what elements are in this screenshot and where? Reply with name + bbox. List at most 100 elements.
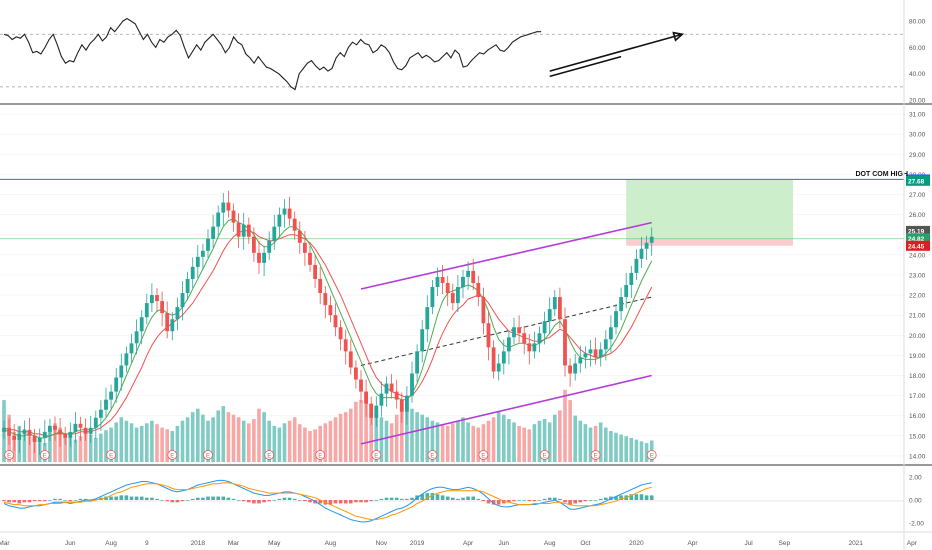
time-tick-label: Apr [463,540,474,547]
volume-bar [63,434,67,462]
volume-bar [119,417,124,462]
macd-histogram-bar [496,500,501,505]
macd-histogram-bar [206,496,210,500]
candle-body [180,293,185,308]
candle-body [170,319,175,332]
macd-histogram-bar [180,500,185,502]
rsi-tick-label: 60.00 [909,45,926,52]
macd-histogram-bar [201,497,205,500]
time-tick-label: 2020 [629,540,644,547]
volume-bar [48,431,52,462]
volume-bar [486,420,491,462]
macd-histogram-bar [364,500,368,503]
macd-histogram-bar [532,500,537,502]
macd-histogram-bar [139,496,144,500]
macd-histogram-bar [272,500,277,501]
volume-bar [185,417,190,462]
candle-body [287,208,292,219]
candle-body [165,313,170,332]
price-tick-label: 15.00 [909,433,926,440]
volume-bar [22,429,27,462]
macd-histogram-bar [292,498,297,500]
candle-body [558,297,562,320]
rsi-arrow[interactable] [549,33,683,72]
candle-body [644,242,649,249]
earnings-marker-label: E [594,454,598,460]
candle-body [527,343,532,352]
time-tick-label: Jul [744,540,753,547]
volume-bar [420,414,424,462]
macd-histogram-bar [537,500,542,501]
macd-histogram-bar [619,495,623,500]
candle-body [150,295,154,304]
volume-bar [287,420,292,462]
volume-bar [267,420,271,462]
volume-bar [614,432,618,462]
candle-body [598,349,603,358]
volume-bar [440,424,445,462]
candle-body [614,311,618,328]
earnings-marker [203,450,213,460]
volume-bar [231,414,236,462]
volume-bar [496,412,501,462]
price-tick-label: 14.00 [909,453,926,460]
rsi-trendline[interactable] [549,55,622,78]
macd-histogram-bar [160,500,164,501]
macd-histogram-bar [507,500,511,503]
candle-body [144,303,149,318]
macd-histogram-bar [7,500,11,503]
candle-body [73,423,78,432]
volume-bar [206,420,210,462]
macd-histogram-bar [221,496,226,500]
volume-bar [53,423,57,462]
time-tick-label: Oct [580,540,590,547]
candle-body [461,276,465,288]
candle-body [563,319,567,366]
volume-bar [389,423,394,462]
candle-body [190,266,195,279]
volume-bar [517,425,521,462]
volume-bar [583,424,588,462]
earnings-marker [167,450,178,460]
macd-histogram-bar [73,500,78,501]
macd-histogram-bar [58,498,62,500]
volume-bar [410,408,414,462]
candle-body [481,297,486,324]
earnings-marker-label: E [170,454,174,460]
candle-body [78,423,83,428]
volume-bar [139,425,144,462]
earnings-marker [590,450,601,460]
macd-histogram-bar [435,494,440,500]
candle-body [109,391,113,400]
candle-body [547,309,552,322]
candle-body [379,393,384,406]
rsi-line [3,17,542,91]
macd-histogram-bar [379,498,384,500]
macd-histogram-bar [369,500,373,502]
macd-histogram-bar [410,497,414,500]
macd-histogram-bar [491,500,496,505]
candle-body [83,427,88,434]
volume-bar [226,412,231,462]
price-label-box [906,233,930,244]
price-label-text: 25.19 [908,228,925,235]
macd-histogram-bar [68,500,73,502]
macd-histogram-bar [466,496,470,500]
volume-bar [604,427,608,462]
macd-line [3,479,652,523]
macd-histogram-bar [451,497,455,500]
macd-histogram-bar [282,497,287,500]
macd-histogram-bar [634,494,639,500]
time-tick-label: 9 [145,540,149,547]
candle-body [32,435,37,442]
macd-histogram-bar [394,497,399,500]
trade-position-box[interactable] [626,179,793,246]
price-channel[interactable] [360,221,652,445]
volume-bar [252,419,256,462]
candlesticks [2,190,654,455]
macd-histogram-bar [440,495,445,500]
volume-bar [522,427,526,462]
volume-bar [308,431,312,462]
